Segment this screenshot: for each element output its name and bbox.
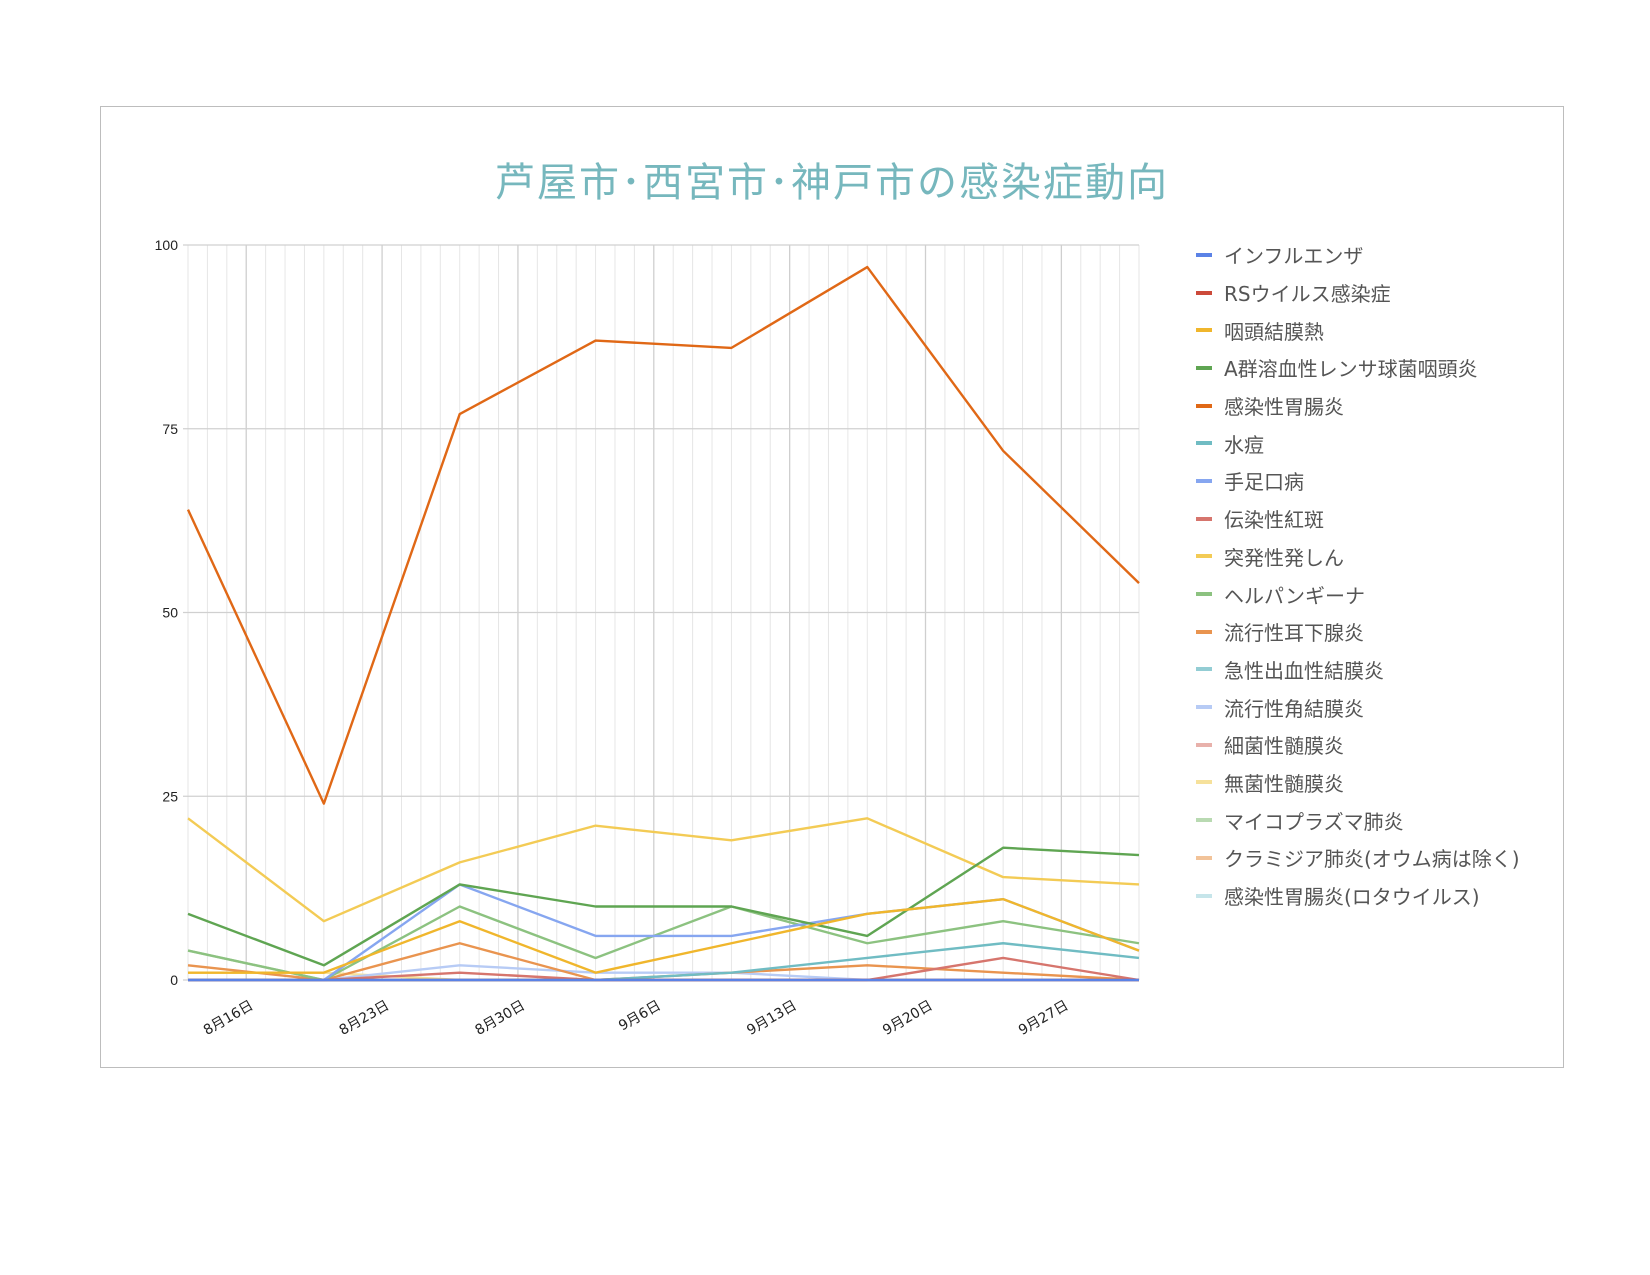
legend-item: インフルエンザ bbox=[1196, 236, 1520, 274]
legend-swatch bbox=[1196, 478, 1212, 483]
legend-swatch bbox=[1196, 667, 1212, 672]
legend-item: 細菌性髄膜炎 bbox=[1196, 726, 1520, 764]
legend-label: インフルエンザ bbox=[1224, 244, 1364, 269]
series-line bbox=[188, 897, 1140, 974]
legend-swatch bbox=[1196, 441, 1212, 446]
legend-swatch bbox=[1196, 516, 1212, 521]
legend-item: 急性出血性結膜炎 bbox=[1196, 651, 1520, 689]
legend-label: ヘルパンギーナ bbox=[1224, 583, 1365, 608]
legend-swatch bbox=[1196, 328, 1212, 333]
x-tick-label: 9月20日 bbox=[880, 998, 935, 1039]
legend-label: 伝染性紅斑 bbox=[1224, 508, 1324, 533]
legend-item: A群溶血性レンサ球菌咽頭炎 bbox=[1196, 349, 1520, 387]
legend-swatch bbox=[1196, 252, 1212, 257]
legend-label: RSウイルス感染症 bbox=[1224, 282, 1391, 307]
legend-item: 無菌性髄膜炎 bbox=[1196, 764, 1520, 802]
legend-item: 水痘 bbox=[1196, 424, 1520, 462]
legend-label: 細菌性髄膜炎 bbox=[1224, 734, 1344, 759]
legend-item: マイコプラズマ肺炎 bbox=[1196, 801, 1520, 839]
legend-label: 突発性発しん bbox=[1224, 545, 1344, 570]
legend-label: 流行性耳下腺炎 bbox=[1224, 621, 1364, 646]
legend-label: 咽頭結膜熱 bbox=[1224, 319, 1324, 344]
legend-swatch bbox=[1196, 629, 1212, 634]
legend-label: 流行性角結膜炎 bbox=[1224, 696, 1364, 721]
legend-label: 手足口病 bbox=[1224, 470, 1304, 495]
legend-label: 感染性胃腸炎 bbox=[1224, 395, 1344, 420]
x-tick-label: 8月16日 bbox=[201, 998, 256, 1039]
chart-title: 芦屋市･西宮市･神戸市の感染症動向 bbox=[495, 160, 1169, 206]
x-tick-label: 9月6日 bbox=[616, 998, 664, 1035]
legend-item: 流行性角結膜炎 bbox=[1196, 688, 1520, 726]
series-line bbox=[187, 905, 1140, 982]
legend-label: 無菌性髄膜炎 bbox=[1224, 771, 1344, 796]
legend-swatch bbox=[1196, 893, 1212, 898]
y-tick-label: 25 bbox=[162, 788, 178, 804]
legend-item: 咽頭結膜熱 bbox=[1196, 311, 1520, 349]
legend-item: 伝染性紅斑 bbox=[1196, 500, 1520, 538]
legend-item: 感染性胃腸炎(ロタウイルス) bbox=[1196, 877, 1520, 915]
legend-item: 感染性胃腸炎 bbox=[1196, 387, 1520, 425]
legend-swatch bbox=[1196, 290, 1212, 295]
legend-label: 急性出血性結膜炎 bbox=[1224, 658, 1384, 683]
legend-swatch bbox=[1196, 780, 1212, 785]
legend-label: クラミジア肺炎(オウム病は除く) bbox=[1224, 847, 1520, 872]
legend-label: 水痘 bbox=[1224, 432, 1264, 457]
y-tick-label: 0 bbox=[170, 972, 178, 988]
legend-swatch bbox=[1196, 592, 1212, 597]
legend-item: 手足口病 bbox=[1196, 462, 1520, 500]
legend-swatch bbox=[1196, 818, 1212, 823]
legend-swatch bbox=[1196, 742, 1212, 747]
legend-label: A群溶血性レンサ球菌咽頭炎 bbox=[1224, 357, 1478, 382]
series-line bbox=[187, 846, 1140, 967]
legend-swatch bbox=[1196, 554, 1212, 559]
legend: インフルエンザ RSウイルス感染症 咽頭結膜熱 A群溶血性レンサ球菌咽頭炎 感染性胃腸炎… bbox=[1196, 236, 1520, 914]
legend-item: 流行性耳下腺炎 bbox=[1196, 613, 1520, 651]
legend-swatch bbox=[1196, 403, 1212, 408]
legend-label: 感染性胃腸炎(ロタウイルス) bbox=[1224, 885, 1480, 910]
legend-swatch bbox=[1196, 855, 1212, 860]
legend-item: ヘルパンギーナ bbox=[1196, 575, 1520, 613]
y-tick-label: 100 bbox=[155, 237, 179, 253]
y-tick-label: 75 bbox=[162, 421, 178, 437]
legend-label: マイコプラズマ肺炎 bbox=[1224, 809, 1404, 834]
x-tick-label: 8月23日 bbox=[337, 998, 392, 1039]
series-line bbox=[187, 817, 1140, 923]
x-tick-label: 9月13日 bbox=[744, 998, 799, 1039]
legend-item: クラミジア肺炎(オウム病は除く) bbox=[1196, 839, 1520, 877]
x-tick-label: 8月30日 bbox=[473, 998, 528, 1039]
series-line bbox=[186, 265, 1140, 805]
y-tick-label: 50 bbox=[162, 605, 178, 621]
chart-frame bbox=[100, 106, 1564, 1068]
legend-item: RSウイルス感染症 bbox=[1196, 274, 1520, 312]
legend-item: 突発性発しん bbox=[1196, 538, 1520, 576]
legend-swatch bbox=[1196, 705, 1212, 710]
legend-swatch bbox=[1196, 365, 1212, 370]
x-tick-label: 9月27日 bbox=[1016, 998, 1071, 1039]
